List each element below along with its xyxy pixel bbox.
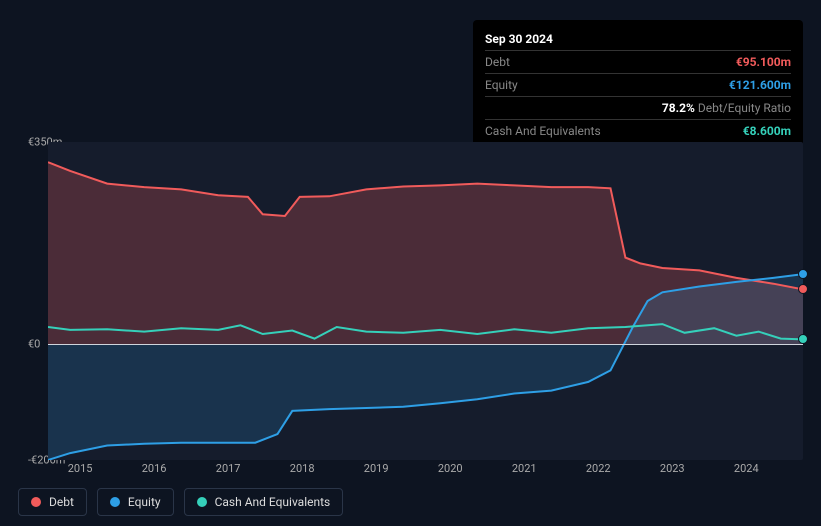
y-axis-label: €0	[28, 338, 40, 351]
x-axis-label: 2016	[142, 462, 167, 475]
tooltip-row-label: Equity	[485, 78, 625, 92]
tooltip-row: Equity €121.600m	[485, 73, 791, 96]
legend-swatch	[31, 497, 41, 507]
x-axis-label: 2015	[68, 462, 93, 475]
legend-swatch	[197, 497, 207, 507]
x-axis-label: 2017	[216, 462, 241, 475]
cash-marker	[798, 334, 808, 344]
x-axis-label: 2020	[438, 462, 463, 475]
tooltip-row-label: Debt	[485, 55, 625, 69]
debt-marker	[798, 284, 808, 294]
tooltip-row-label	[485, 101, 625, 115]
tooltip-row: Debt €95.100m	[485, 50, 791, 73]
legend-label: Debt	[49, 495, 74, 509]
legend-item-equity[interactable]: Equity	[97, 488, 174, 516]
x-axis-label: 2024	[734, 462, 759, 475]
chart-container: €350m€0-€200m 20152016201720182019202020…	[18, 122, 803, 480]
chart-svg	[48, 142, 803, 460]
tooltip-row-value: €121.600m	[729, 78, 791, 92]
chart-plot[interactable]	[48, 142, 803, 460]
legend-swatch	[110, 497, 120, 507]
x-axis-label: 2019	[364, 462, 389, 475]
tooltip-row-value: €95.100m	[736, 55, 791, 69]
legend-item-cash-and-equivalents[interactable]: Cash And Equivalents	[184, 488, 344, 516]
x-axis: 2015 2016 2017 2018 2019 2020 2021 2022 2023 2024	[48, 462, 803, 482]
tooltip-date: Sep 30 2024	[485, 28, 791, 50]
x-axis-label: 2021	[512, 462, 537, 475]
tooltip-row-suffix: Debt/Equity Ratio	[695, 101, 791, 115]
zero-line	[48, 344, 803, 345]
tooltip-row: 78.2% Debt/Equity Ratio	[485, 96, 791, 119]
x-axis-label: 2022	[586, 462, 611, 475]
legend-item-debt[interactable]: Debt	[18, 488, 87, 516]
tooltip-row-value: 78.2%	[662, 101, 695, 115]
legend-label: Cash And Equivalents	[215, 495, 331, 509]
legend-label: Equity	[128, 495, 161, 509]
x-axis-label: 2023	[660, 462, 685, 475]
x-axis-label: 2018	[290, 462, 315, 475]
legend: Debt Equity Cash And Equivalents	[18, 488, 343, 516]
equity-marker	[798, 269, 808, 279]
